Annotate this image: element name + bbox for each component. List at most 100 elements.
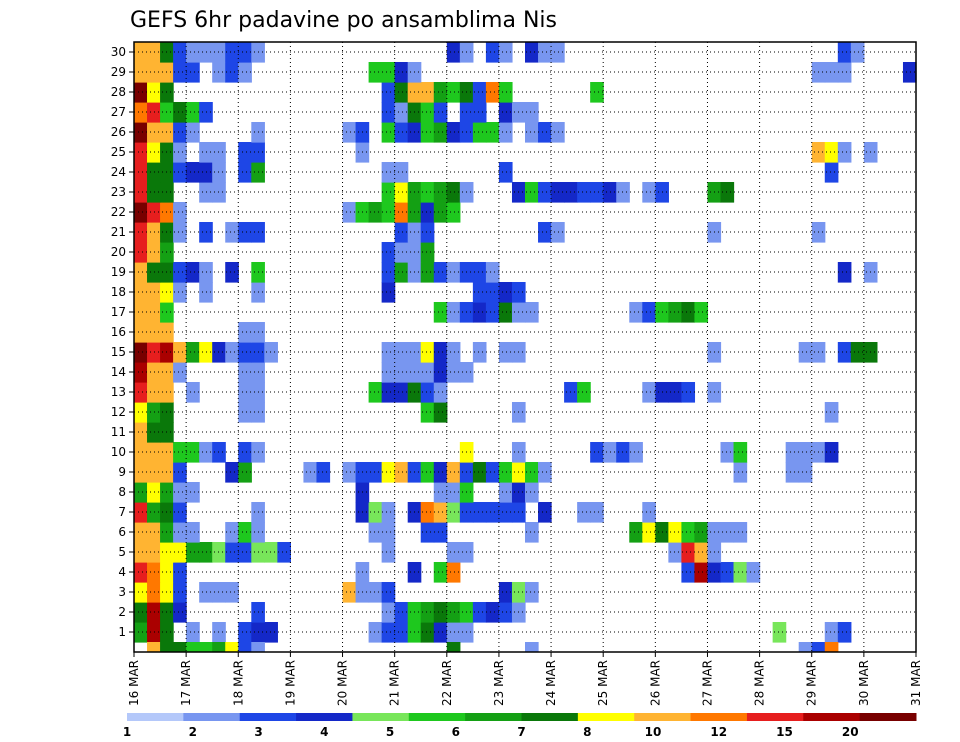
heatmap-cell xyxy=(186,62,200,83)
heatmap-cell xyxy=(420,382,435,403)
heatmap-cell xyxy=(173,62,187,83)
heatmap-cell xyxy=(433,522,448,543)
heatmap-cell xyxy=(342,462,357,483)
heatmap-cell xyxy=(212,642,226,652)
heatmap-cell xyxy=(485,282,500,303)
heatmap-cell xyxy=(498,82,513,103)
heatmap-cell xyxy=(173,362,187,383)
heatmap-cell xyxy=(199,442,213,463)
heatmap-cell xyxy=(446,622,461,643)
heatmap-cell xyxy=(147,242,161,263)
heatmap-cell xyxy=(525,522,539,543)
heatmap-cell xyxy=(668,542,682,563)
heatmap-cell xyxy=(342,582,357,603)
legend-label: 1 xyxy=(123,725,131,739)
heatmap-cell xyxy=(199,182,213,203)
heatmap-cell xyxy=(212,142,226,163)
heatmap-cell xyxy=(381,362,396,383)
heatmap-cell xyxy=(485,122,500,143)
heatmap-cell xyxy=(147,522,161,543)
heatmap-cell xyxy=(160,642,174,652)
heatmap-cell xyxy=(472,102,487,123)
heatmap-cell xyxy=(433,622,448,643)
y-tick-label: 25 xyxy=(111,145,126,159)
x-tick-label: 29 MAR xyxy=(805,660,819,706)
heatmap-cell xyxy=(134,482,148,503)
legend-color-swatch xyxy=(239,713,297,721)
heatmap-cell xyxy=(394,62,409,83)
heatmap-cell xyxy=(420,342,435,363)
heatmap-cell xyxy=(381,82,396,103)
heatmap-cell xyxy=(446,122,461,143)
heatmap-cell xyxy=(433,602,448,623)
heatmap-cell xyxy=(212,622,226,643)
heatmap-cell xyxy=(433,262,448,283)
heatmap-cell xyxy=(238,142,252,163)
heatmap-cell xyxy=(850,342,865,363)
heatmap-cell xyxy=(173,222,187,243)
heatmap-cell xyxy=(472,342,487,363)
heatmap-cell xyxy=(525,102,539,123)
heatmap-cell xyxy=(681,542,696,563)
y-tick-label: 19 xyxy=(111,265,126,279)
y-tick-label: 20 xyxy=(111,245,126,259)
y-tick-label: 15 xyxy=(111,345,126,359)
y-tick-label: 18 xyxy=(111,285,126,299)
y-tick-label: 8 xyxy=(118,485,126,499)
heatmap-cell xyxy=(212,442,226,463)
heatmap-cell xyxy=(498,582,513,603)
heatmap-cell xyxy=(147,62,161,83)
legend-color-swatch xyxy=(746,713,804,721)
heatmap-cell xyxy=(225,642,239,652)
y-tick-label: 1 xyxy=(118,625,126,639)
heatmap-cell xyxy=(134,342,148,363)
legend-color-swatch xyxy=(634,713,692,721)
heatmap-cell xyxy=(394,202,409,223)
y-tick-label: 16 xyxy=(111,325,126,339)
heatmap-cell xyxy=(394,462,409,483)
heatmap-cell xyxy=(446,562,461,583)
heatmap-cell xyxy=(238,522,252,543)
heatmap-cell xyxy=(420,222,435,243)
heatmap-cell xyxy=(134,202,148,223)
heatmap-cell xyxy=(420,502,435,523)
heatmap-cell xyxy=(420,402,435,423)
heatmap-cell xyxy=(798,442,813,463)
heatmap-cell xyxy=(134,402,148,423)
heatmap-cell xyxy=(368,502,383,523)
heatmap-cell xyxy=(472,282,487,303)
heatmap-cell xyxy=(472,262,487,283)
heatmap-cell xyxy=(837,142,852,163)
heatmap-cell xyxy=(381,462,396,483)
heatmap-cell xyxy=(147,422,161,443)
y-tick-label: 6 xyxy=(118,525,126,539)
x-tick-label: 19 MAR xyxy=(283,660,297,706)
heatmap-cell xyxy=(381,342,396,363)
legend-color-swatch xyxy=(690,713,748,721)
heatmap-cell xyxy=(134,142,148,163)
heatmap-cell xyxy=(134,602,148,623)
heatmap-cell xyxy=(134,102,148,123)
heatmap-cell xyxy=(225,222,239,243)
heatmap-cell xyxy=(225,342,239,363)
heatmap-cell xyxy=(199,642,213,652)
heatmap-cell xyxy=(199,282,213,303)
heatmap-cell xyxy=(720,182,735,203)
heatmap-cell xyxy=(837,62,852,83)
heatmap-cell xyxy=(147,182,161,203)
heatmap-cell xyxy=(212,582,226,603)
heatmap-cell xyxy=(238,402,252,423)
heatmap-cell xyxy=(238,382,252,403)
heatmap-cell xyxy=(147,342,161,363)
heatmap-cell xyxy=(186,442,200,463)
heatmap-cell xyxy=(590,82,604,103)
x-tick-label: 26 MAR xyxy=(648,660,662,706)
heatmap-cell xyxy=(225,522,239,543)
heatmap-cell xyxy=(394,82,409,103)
heatmap-cell xyxy=(173,502,187,523)
heatmap-cell xyxy=(134,242,148,263)
heatmap-cell xyxy=(368,202,383,223)
heatmap-cell xyxy=(694,562,709,583)
heatmap-cell xyxy=(186,162,200,183)
heatmap-cell xyxy=(173,482,187,503)
